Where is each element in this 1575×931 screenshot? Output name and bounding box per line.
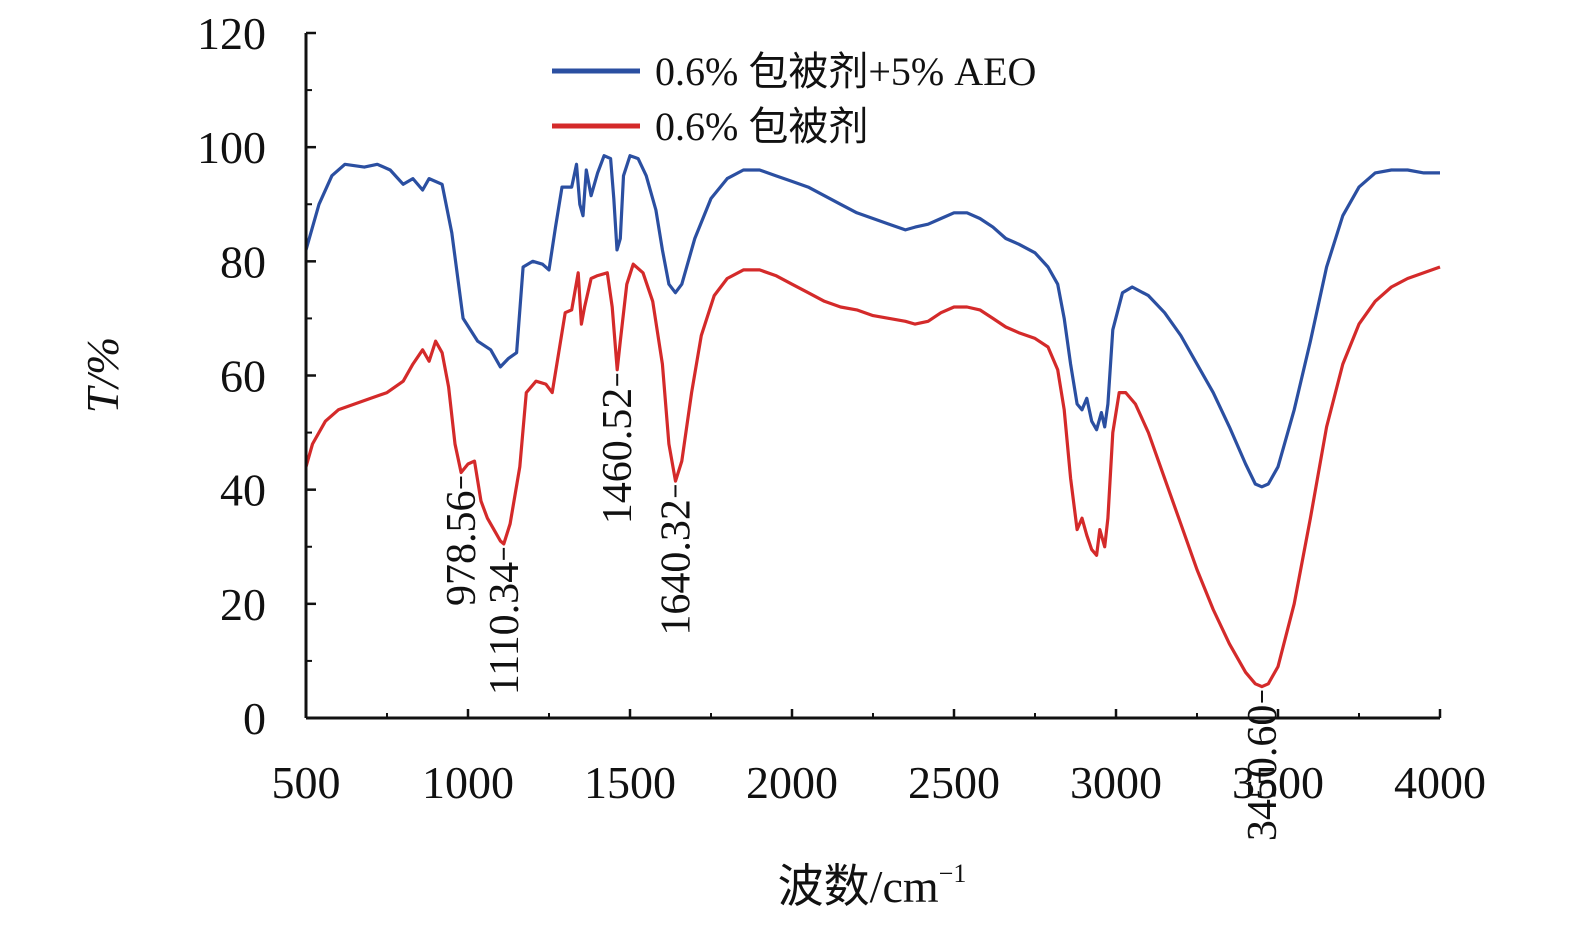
x-tick-label-7: 4000: [1394, 757, 1486, 808]
legend-label-1: 0.6% 包被剂: [655, 104, 868, 149]
y-tick-label-5: 100: [197, 122, 266, 173]
annotation-label-4: 3450.60: [1240, 705, 1286, 842]
annotation-label-0: 978.56: [439, 491, 485, 607]
y-tick-label-1: 20: [220, 579, 266, 630]
annotation-label-2: 1460.52: [595, 388, 641, 525]
y-tick-label-2: 40: [220, 465, 266, 516]
y-tick-label-4: 80: [220, 236, 266, 287]
x-axis-title-superscript: −1: [939, 859, 967, 888]
series-line-0: [304, 154, 1440, 489]
legend-label-0: 0.6% 包被剂+5% AEO: [655, 49, 1036, 94]
x-tick-label-4: 2500: [908, 757, 1000, 808]
y-tick-label-3: 60: [220, 351, 266, 402]
x-axis-title: 波数/cm−1: [778, 859, 967, 912]
x-tick-label-5: 3000: [1070, 757, 1162, 808]
ticks-layer: 500 1000 1500 2000 2500 3000 3500 4000 0 20 40 60 80…: [197, 8, 1486, 808]
x-tick-label-2: 1500: [584, 757, 676, 808]
legend: 0.6% 包被剂+5% AEO 0.6% 包被剂: [552, 49, 1036, 149]
x-tick-label-3: 2000: [746, 757, 838, 808]
series-layer: [304, 154, 1441, 689]
annotation-label-1: 1110.34: [482, 562, 528, 695]
series-line-1: [304, 262, 1441, 689]
y-tick-label-0: 0: [243, 693, 266, 744]
x-tick-label-0: 500: [272, 757, 341, 808]
x-tick-label-1: 1000: [422, 757, 514, 808]
x-axis-title-base: 波数/cm: [778, 861, 939, 912]
x-tick-label-6: 3500: [1232, 757, 1324, 808]
axes-layer: [304, 33, 1440, 720]
y-axis-title: T/%: [77, 337, 128, 414]
annotation-label-3: 1640.32: [654, 499, 700, 635]
y-tick-label-6: 120: [197, 8, 266, 59]
